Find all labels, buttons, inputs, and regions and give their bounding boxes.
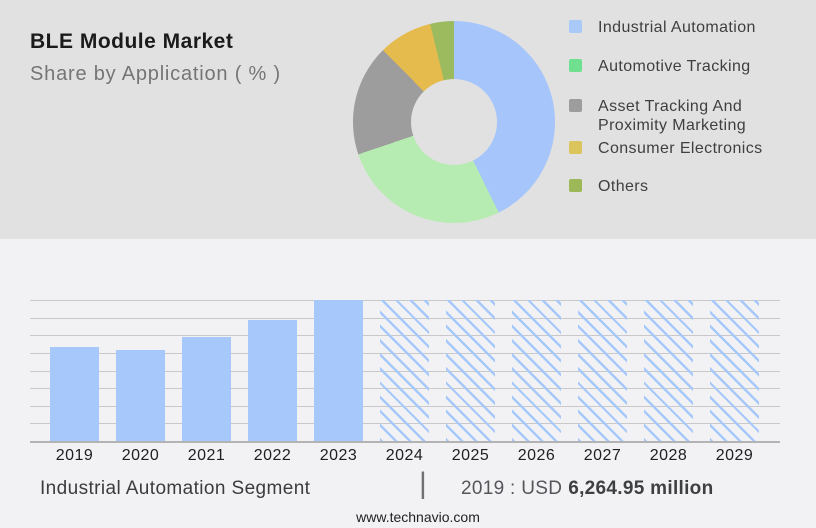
bar-2024-forecast xyxy=(380,300,429,441)
x-tick-label: 2019 xyxy=(55,447,94,464)
bar-2026-forecast xyxy=(512,300,561,441)
legend-item-industrial-automation: Industrial Automation xyxy=(569,18,809,37)
automotive-tracking-swatch-icon xyxy=(569,59,582,72)
x-tick-label: 2028 xyxy=(649,447,688,464)
bar-2019 xyxy=(50,347,99,441)
x-tick-label: 2022 xyxy=(253,447,292,464)
bar-2020 xyxy=(116,350,165,441)
x-tick-label: 2029 xyxy=(715,447,754,464)
website-url: www.technavio.com xyxy=(356,509,480,525)
page-subtitle: Share by Application ( % ) xyxy=(30,63,281,85)
x-tick-label: 2027 xyxy=(583,447,622,464)
bar-2023 xyxy=(314,300,363,441)
legend-label: Industrial Automation xyxy=(598,19,756,36)
donut-legend: Industrial Automation Automotive Tracking… xyxy=(569,18,809,216)
consumer-electronics-swatch-icon xyxy=(569,141,582,154)
caption-separator: | xyxy=(419,467,427,500)
bottom-section: 2019 2020 2021 2022 2023 2024 2025 2026 2027 2028… xyxy=(0,239,816,528)
legend-item-consumer-electronics: Consumer Electronics xyxy=(569,139,809,158)
bar-2021 xyxy=(182,336,231,441)
value-caption: 2019 : USD 6,264.95 million xyxy=(461,478,714,500)
value-amount: 6,264.95 million xyxy=(568,478,714,499)
legend-item-automotive-tracking: Automotive Tracking xyxy=(569,57,809,76)
others-swatch-icon xyxy=(569,179,582,192)
bar-2022 xyxy=(248,320,297,441)
page-title: BLE Module Market xyxy=(30,30,234,53)
x-axis-line xyxy=(30,441,780,443)
bar-2028-forecast xyxy=(644,300,693,441)
x-tick-label: 2024 xyxy=(385,447,424,464)
x-tick-label: 2025 xyxy=(451,447,490,464)
x-tick-label: 2023 xyxy=(319,447,358,464)
x-tick-label: 2026 xyxy=(517,447,556,464)
bar-chart: 2019 2020 2021 2022 2023 2024 2025 2026 2027 2028… xyxy=(30,300,780,464)
bar-2029-forecast xyxy=(710,300,759,441)
industrial-automation-swatch-icon xyxy=(569,20,582,33)
legend-label: Automotive Tracking xyxy=(598,58,751,75)
x-tick-label: 2021 xyxy=(187,447,226,464)
x-tick-label: 2020 xyxy=(121,447,160,464)
value-prefix: 2019 : USD xyxy=(461,478,563,499)
title-block: BLE Module Market Share by Application (… xyxy=(30,30,281,86)
legend-label: Others xyxy=(598,178,649,195)
legend-label: Consumer Electronics xyxy=(598,140,763,157)
legend-item-others: Others xyxy=(569,177,809,196)
bar-2025-forecast xyxy=(446,300,495,441)
asset-tracking-and-proximity-marketing-swatch-icon xyxy=(569,99,582,112)
legend-label: Asset Tracking And Proximity Marketing xyxy=(598,98,747,134)
top-section: BLE Module Market Share by Application (… xyxy=(0,0,816,239)
bar-2027-forecast xyxy=(578,300,627,441)
legend-item-asset-tracking-and-proximity-marketing: Asset Tracking And Proximity Marketing xyxy=(569,97,809,135)
donut-chart xyxy=(353,21,555,223)
segment-caption: Industrial Automation Segment xyxy=(40,478,311,499)
